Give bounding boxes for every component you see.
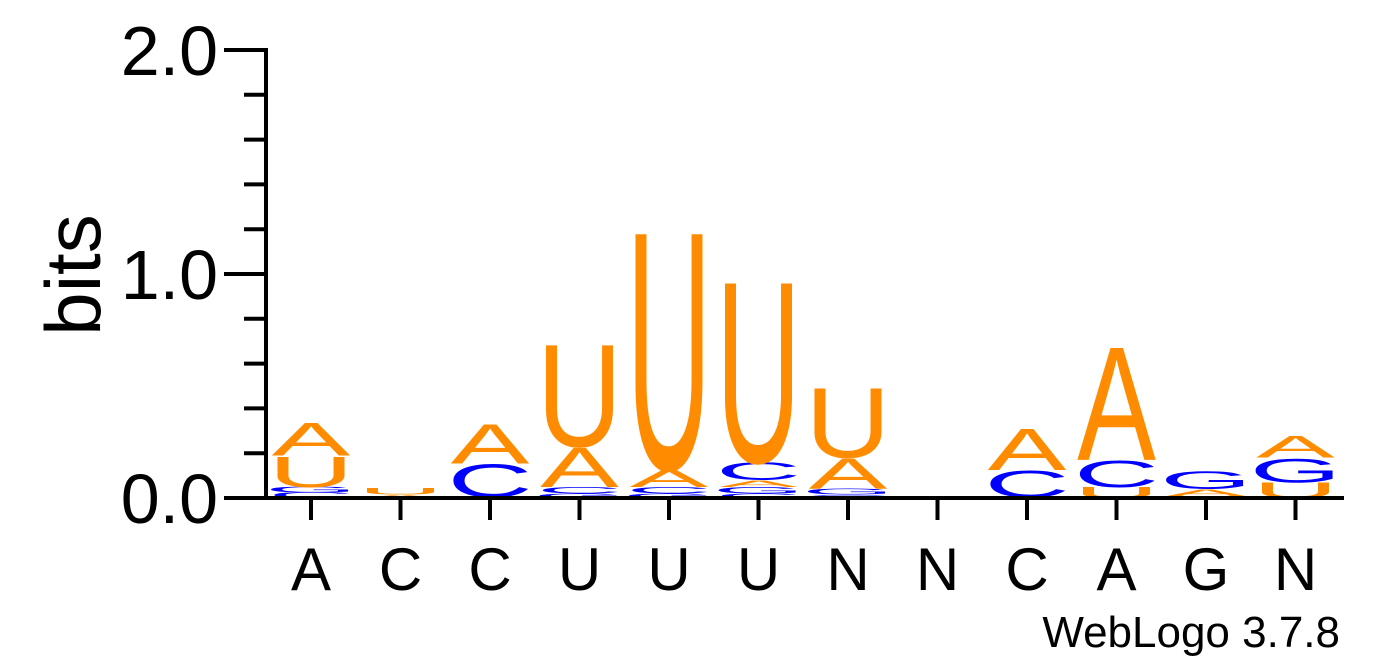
logo-letter-g: G — [1160, 467, 1252, 495]
logo-letter-a: A — [272, 414, 351, 466]
y-axis-label: bits — [29, 214, 117, 335]
logo-letter-g: G — [802, 488, 894, 497]
x-tick-label: C — [1005, 536, 1048, 603]
logo-letter-a: A — [1077, 313, 1156, 495]
x-tick-label: A — [291, 536, 331, 603]
logo-letter-a: A — [630, 464, 709, 492]
x-tick-label: N — [826, 536, 869, 603]
x-tick-label: G — [1183, 536, 1230, 603]
logo-letter-c: C — [268, 491, 353, 500]
y-tick-label: 0.0 — [121, 460, 218, 538]
logo-letter-a: A — [1256, 430, 1335, 465]
logo-letter-u: U — [358, 486, 443, 497]
x-tick-label: N — [916, 536, 959, 603]
logo-letter-u: U — [805, 368, 890, 480]
logo-letter-g: G — [265, 485, 357, 494]
logo-letter-g: G — [1250, 451, 1342, 489]
logo-letter-stacks: CGUAAUUCAGCAUGCAUCGACUCGAUUCAUCAUAGUGA — [265, 161, 1341, 542]
x-tick-label: C — [379, 536, 422, 603]
logo-letter-c: C — [1074, 453, 1159, 495]
logo-letter-a: A — [1167, 487, 1246, 498]
logo-letter-g: G — [534, 492, 626, 499]
logo-letter-u: U — [716, 227, 801, 518]
y-tick-label: 2.0 — [121, 12, 218, 90]
logo-letter-a: A — [719, 478, 798, 489]
x-tick-label: U — [558, 536, 601, 603]
y-axis: 0.0 1.0 2.0 — [121, 12, 268, 538]
logo-letter-u: U — [537, 314, 622, 478]
logo-letter-a: A — [809, 449, 889, 498]
logo-letter-u: U — [268, 447, 353, 496]
x-tick-label: U — [647, 536, 690, 603]
logo-letter-c: C — [626, 485, 711, 496]
x-tick-label: N — [1274, 536, 1317, 603]
weblogo-credit: WebLogo 3.7.8 — [1042, 608, 1340, 657]
logo-letter-c: C — [716, 458, 801, 486]
logo-letter-u: U — [626, 161, 711, 542]
x-tick-label: C — [468, 536, 511, 603]
logo-letter-g: G — [623, 492, 715, 499]
logo-letter-c: C — [537, 485, 622, 496]
logo-letter-a: A — [988, 416, 1068, 483]
logo-letter-a: A — [451, 412, 530, 475]
logo-letter-c: C — [716, 492, 801, 499]
logo-letter-g: G — [713, 485, 805, 496]
logo-letter-a: A — [540, 436, 619, 499]
x-tick-label: A — [1096, 536, 1136, 603]
x-tick-label: U — [737, 536, 780, 603]
y-tick-label: 1.0 — [121, 236, 218, 314]
